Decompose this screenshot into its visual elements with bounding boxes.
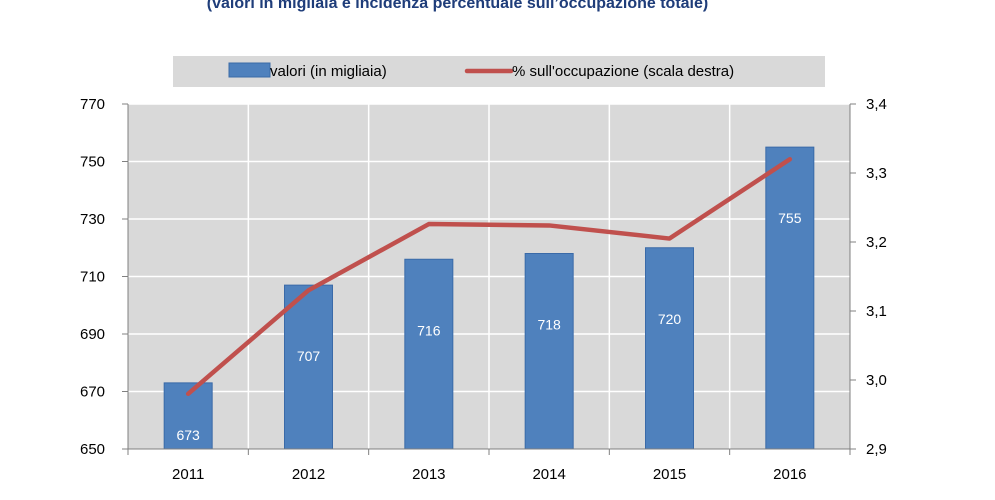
right-tick-label: 3,1 [866, 303, 887, 320]
left-tick-label: 650 [80, 441, 105, 458]
x-tick-label-2013: 2013 [412, 466, 445, 483]
right-tick-label: 2,9 [866, 441, 887, 458]
bar-data-labels: 673 707 716 718 720 755 [176, 210, 801, 443]
bar-label-2014: 718 [537, 317, 561, 333]
right-axis-ticks: 2,9 3,0 3,1 3,2 3,3 3,4 [850, 96, 887, 458]
legend-line-label: % sull'occupazione (scala destra) [512, 63, 734, 80]
bar-label-2015: 720 [658, 311, 682, 327]
left-axis-ticks: 650 670 690 710 730 750 770 [80, 96, 128, 458]
bar-label-2013: 716 [417, 322, 441, 338]
bar-label-2012: 707 [297, 348, 321, 364]
x-tick-label-2011: 2011 [172, 466, 204, 483]
legend-bar-swatch [228, 62, 271, 78]
gridlines [128, 103, 850, 449]
left-tick-label: 670 [80, 384, 105, 401]
bar-2016 [765, 146, 815, 450]
bar-2012 [284, 284, 333, 450]
left-tick-label: 770 [80, 96, 105, 113]
right-tick-label: 3,4 [866, 96, 887, 113]
x-axis-ticks: 2011 2012 2013 2014 2015 2016 [127, 449, 851, 483]
x-tick-label-2014: 2014 [532, 466, 565, 483]
bar-label-2016: 755 [778, 210, 802, 226]
legend: valori (in migliaia) % sull'occupazione (… [173, 56, 825, 87]
right-tick-label: 3,2 [866, 234, 887, 251]
left-tick-label: 750 [80, 154, 105, 171]
x-tick-label-2012: 2012 [292, 466, 325, 483]
right-tick-label: 3,3 [866, 165, 887, 182]
chart-subtitle: (valori in migliaia e incidenza percentu… [206, 0, 709, 12]
line-series [185, 156, 793, 397]
bar-label-2011: 673 [176, 427, 200, 443]
left-tick-label: 690 [80, 326, 105, 343]
left-tick-label: 730 [80, 211, 105, 228]
x-tick-label-2016: 2016 [773, 466, 806, 483]
bar-2015 [645, 247, 694, 450]
legend-bar-label: valori (in migliaia) [270, 63, 387, 80]
bar-2013 [404, 258, 454, 450]
x-tick-label-2015: 2015 [653, 466, 686, 483]
line-pct-occupazione [185, 156, 793, 397]
right-tick-label: 3,0 [866, 372, 887, 389]
left-tick-label: 710 [80, 269, 105, 286]
bar-2014 [524, 253, 574, 450]
